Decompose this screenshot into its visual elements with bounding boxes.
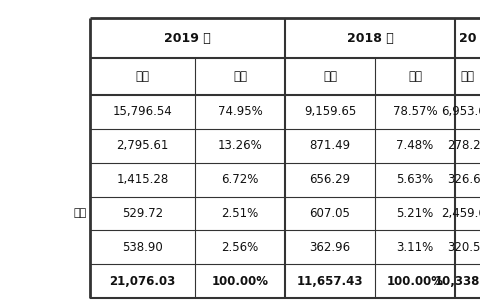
Text: 2,459.62: 2,459.62 bbox=[441, 207, 480, 220]
Text: 10,338.70: 10,338.70 bbox=[434, 274, 480, 288]
Text: 2,795.61: 2,795.61 bbox=[116, 139, 168, 152]
Text: 5.21%: 5.21% bbox=[396, 207, 433, 220]
Text: 占比: 占比 bbox=[233, 70, 247, 83]
Text: 占比: 占比 bbox=[408, 70, 422, 83]
Text: 13.26%: 13.26% bbox=[217, 139, 263, 152]
Text: 74.95%: 74.95% bbox=[217, 105, 263, 119]
Text: 20: 20 bbox=[459, 32, 476, 44]
Text: 2018 年: 2018 年 bbox=[347, 32, 394, 44]
Text: 362.96: 362.96 bbox=[310, 241, 350, 254]
Text: 538.90: 538.90 bbox=[122, 241, 163, 254]
Text: 529.72: 529.72 bbox=[122, 207, 163, 220]
Text: 278.22: 278.22 bbox=[447, 139, 480, 152]
Text: 607.05: 607.05 bbox=[310, 207, 350, 220]
Text: 656.29: 656.29 bbox=[310, 173, 350, 186]
Text: 金额: 金额 bbox=[135, 70, 149, 83]
Text: 5.63%: 5.63% bbox=[396, 173, 433, 186]
Text: 871.49: 871.49 bbox=[310, 139, 350, 152]
Text: 15,796.54: 15,796.54 bbox=[113, 105, 172, 119]
Text: 21,076.03: 21,076.03 bbox=[109, 274, 176, 288]
Text: 金额: 金额 bbox=[323, 70, 337, 83]
Text: 7.48%: 7.48% bbox=[396, 139, 433, 152]
Text: 100.00%: 100.00% bbox=[386, 274, 444, 288]
Text: 78.57%: 78.57% bbox=[393, 105, 437, 119]
Text: 11,657.43: 11,657.43 bbox=[297, 274, 363, 288]
Text: 2019 年: 2019 年 bbox=[164, 32, 211, 44]
Text: 3.11%: 3.11% bbox=[396, 241, 433, 254]
Text: 6,953.67: 6,953.67 bbox=[442, 105, 480, 119]
Text: 1,415.28: 1,415.28 bbox=[116, 173, 168, 186]
Text: 2.56%: 2.56% bbox=[221, 241, 259, 254]
Text: 320.51: 320.51 bbox=[447, 241, 480, 254]
Text: 326.68: 326.68 bbox=[447, 173, 480, 186]
Text: 2.51%: 2.51% bbox=[221, 207, 259, 220]
Text: 金额: 金额 bbox=[460, 70, 475, 83]
Text: 9,159.65: 9,159.65 bbox=[304, 105, 356, 119]
Text: 6.72%: 6.72% bbox=[221, 173, 259, 186]
Text: 100.00%: 100.00% bbox=[212, 274, 268, 288]
Text: 系统: 系统 bbox=[74, 208, 87, 218]
